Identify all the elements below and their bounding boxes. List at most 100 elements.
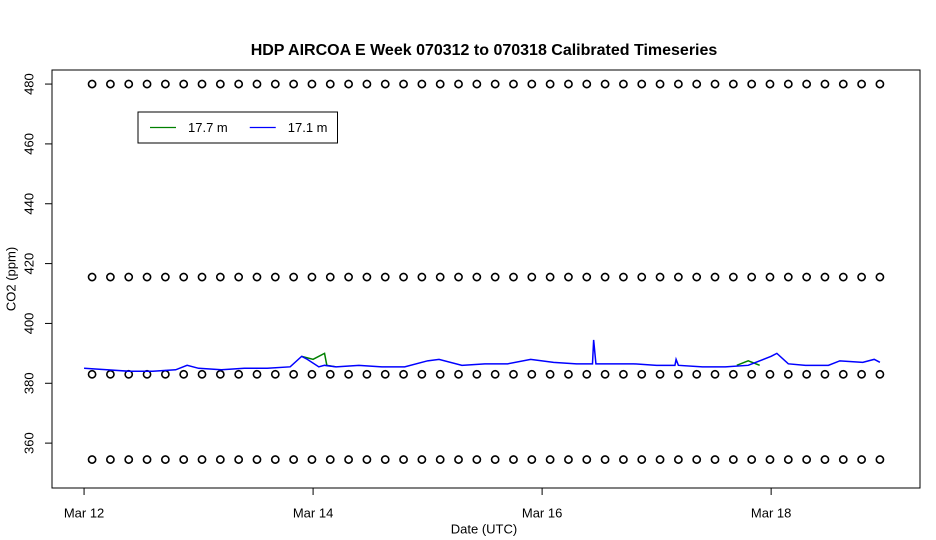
marker bbox=[509, 272, 518, 282]
marker bbox=[270, 79, 280, 89]
marker bbox=[747, 79, 757, 89]
marker bbox=[472, 369, 482, 379]
marker bbox=[252, 455, 262, 464]
marker bbox=[124, 455, 134, 464]
marker bbox=[325, 455, 335, 464]
marker bbox=[783, 369, 793, 379]
marker bbox=[600, 79, 610, 89]
marker bbox=[215, 272, 225, 282]
marker bbox=[857, 369, 866, 379]
marker bbox=[637, 79, 647, 89]
marker bbox=[307, 455, 317, 464]
marker bbox=[380, 455, 390, 464]
marker bbox=[527, 272, 537, 282]
marker bbox=[215, 79, 225, 89]
marker bbox=[142, 455, 152, 464]
marker bbox=[215, 369, 225, 379]
marker bbox=[270, 369, 280, 379]
marker bbox=[655, 272, 665, 282]
marker bbox=[838, 272, 848, 282]
marker bbox=[673, 369, 683, 379]
marker bbox=[545, 79, 555, 89]
marker bbox=[106, 272, 115, 282]
series-line bbox=[84, 339, 881, 373]
marker bbox=[435, 79, 445, 89]
marker bbox=[710, 272, 720, 282]
marker bbox=[234, 455, 244, 464]
marker bbox=[325, 79, 335, 89]
marker bbox=[509, 369, 518, 379]
marker bbox=[435, 369, 445, 379]
marker bbox=[490, 369, 500, 379]
marker bbox=[527, 455, 537, 464]
marker bbox=[637, 369, 647, 379]
marker bbox=[87, 455, 97, 464]
marker bbox=[142, 79, 152, 89]
marker bbox=[802, 455, 812, 464]
marker bbox=[655, 369, 665, 379]
y-tick-label: 380 bbox=[21, 372, 36, 394]
marker bbox=[179, 455, 189, 464]
marker bbox=[619, 79, 628, 89]
marker bbox=[747, 455, 757, 464]
marker bbox=[344, 272, 353, 282]
marker bbox=[728, 79, 738, 89]
marker bbox=[637, 272, 647, 282]
marker bbox=[234, 79, 244, 89]
marker bbox=[545, 369, 555, 379]
marker bbox=[142, 272, 152, 282]
marker bbox=[820, 272, 830, 282]
marker bbox=[509, 455, 518, 464]
marker bbox=[380, 369, 390, 379]
marker bbox=[362, 79, 372, 89]
marker bbox=[435, 455, 445, 464]
marker bbox=[87, 272, 97, 282]
marker bbox=[435, 272, 445, 282]
marker bbox=[783, 79, 793, 89]
marker bbox=[307, 369, 317, 379]
marker bbox=[106, 79, 115, 89]
marker bbox=[728, 272, 738, 282]
marker bbox=[619, 272, 628, 282]
marker bbox=[838, 369, 848, 379]
marker bbox=[564, 272, 573, 282]
legend-label: 17.1 m bbox=[288, 120, 328, 135]
marker bbox=[728, 455, 738, 464]
marker bbox=[289, 272, 299, 282]
chart-title: HDP AIRCOA E Week 070312 to 070318 Calib… bbox=[251, 42, 718, 59]
marker bbox=[838, 79, 848, 89]
marker bbox=[875, 79, 885, 89]
marker bbox=[692, 272, 702, 282]
x-axis-label: Date (UTC) bbox=[451, 521, 517, 536]
marker bbox=[490, 455, 500, 464]
marker bbox=[106, 455, 115, 464]
marker bbox=[454, 369, 463, 379]
marker bbox=[197, 455, 207, 464]
marker bbox=[600, 369, 610, 379]
marker bbox=[417, 369, 427, 379]
marker bbox=[307, 79, 317, 89]
marker bbox=[399, 272, 408, 282]
marker bbox=[417, 455, 427, 464]
marker bbox=[234, 369, 244, 379]
marker bbox=[179, 369, 189, 379]
marker bbox=[802, 272, 812, 282]
marker bbox=[838, 455, 848, 464]
marker bbox=[380, 79, 390, 89]
marker bbox=[527, 369, 537, 379]
marker bbox=[197, 272, 207, 282]
marker bbox=[307, 272, 317, 282]
marker bbox=[710, 79, 720, 89]
x-tick-label: Mar 14 bbox=[293, 505, 333, 520]
marker bbox=[270, 272, 280, 282]
marker bbox=[87, 79, 97, 89]
marker bbox=[820, 369, 830, 379]
x-tick-label: Mar 12 bbox=[64, 505, 104, 520]
marker bbox=[289, 79, 299, 89]
marker bbox=[582, 272, 592, 282]
marker bbox=[509, 79, 518, 89]
marker bbox=[673, 79, 683, 89]
